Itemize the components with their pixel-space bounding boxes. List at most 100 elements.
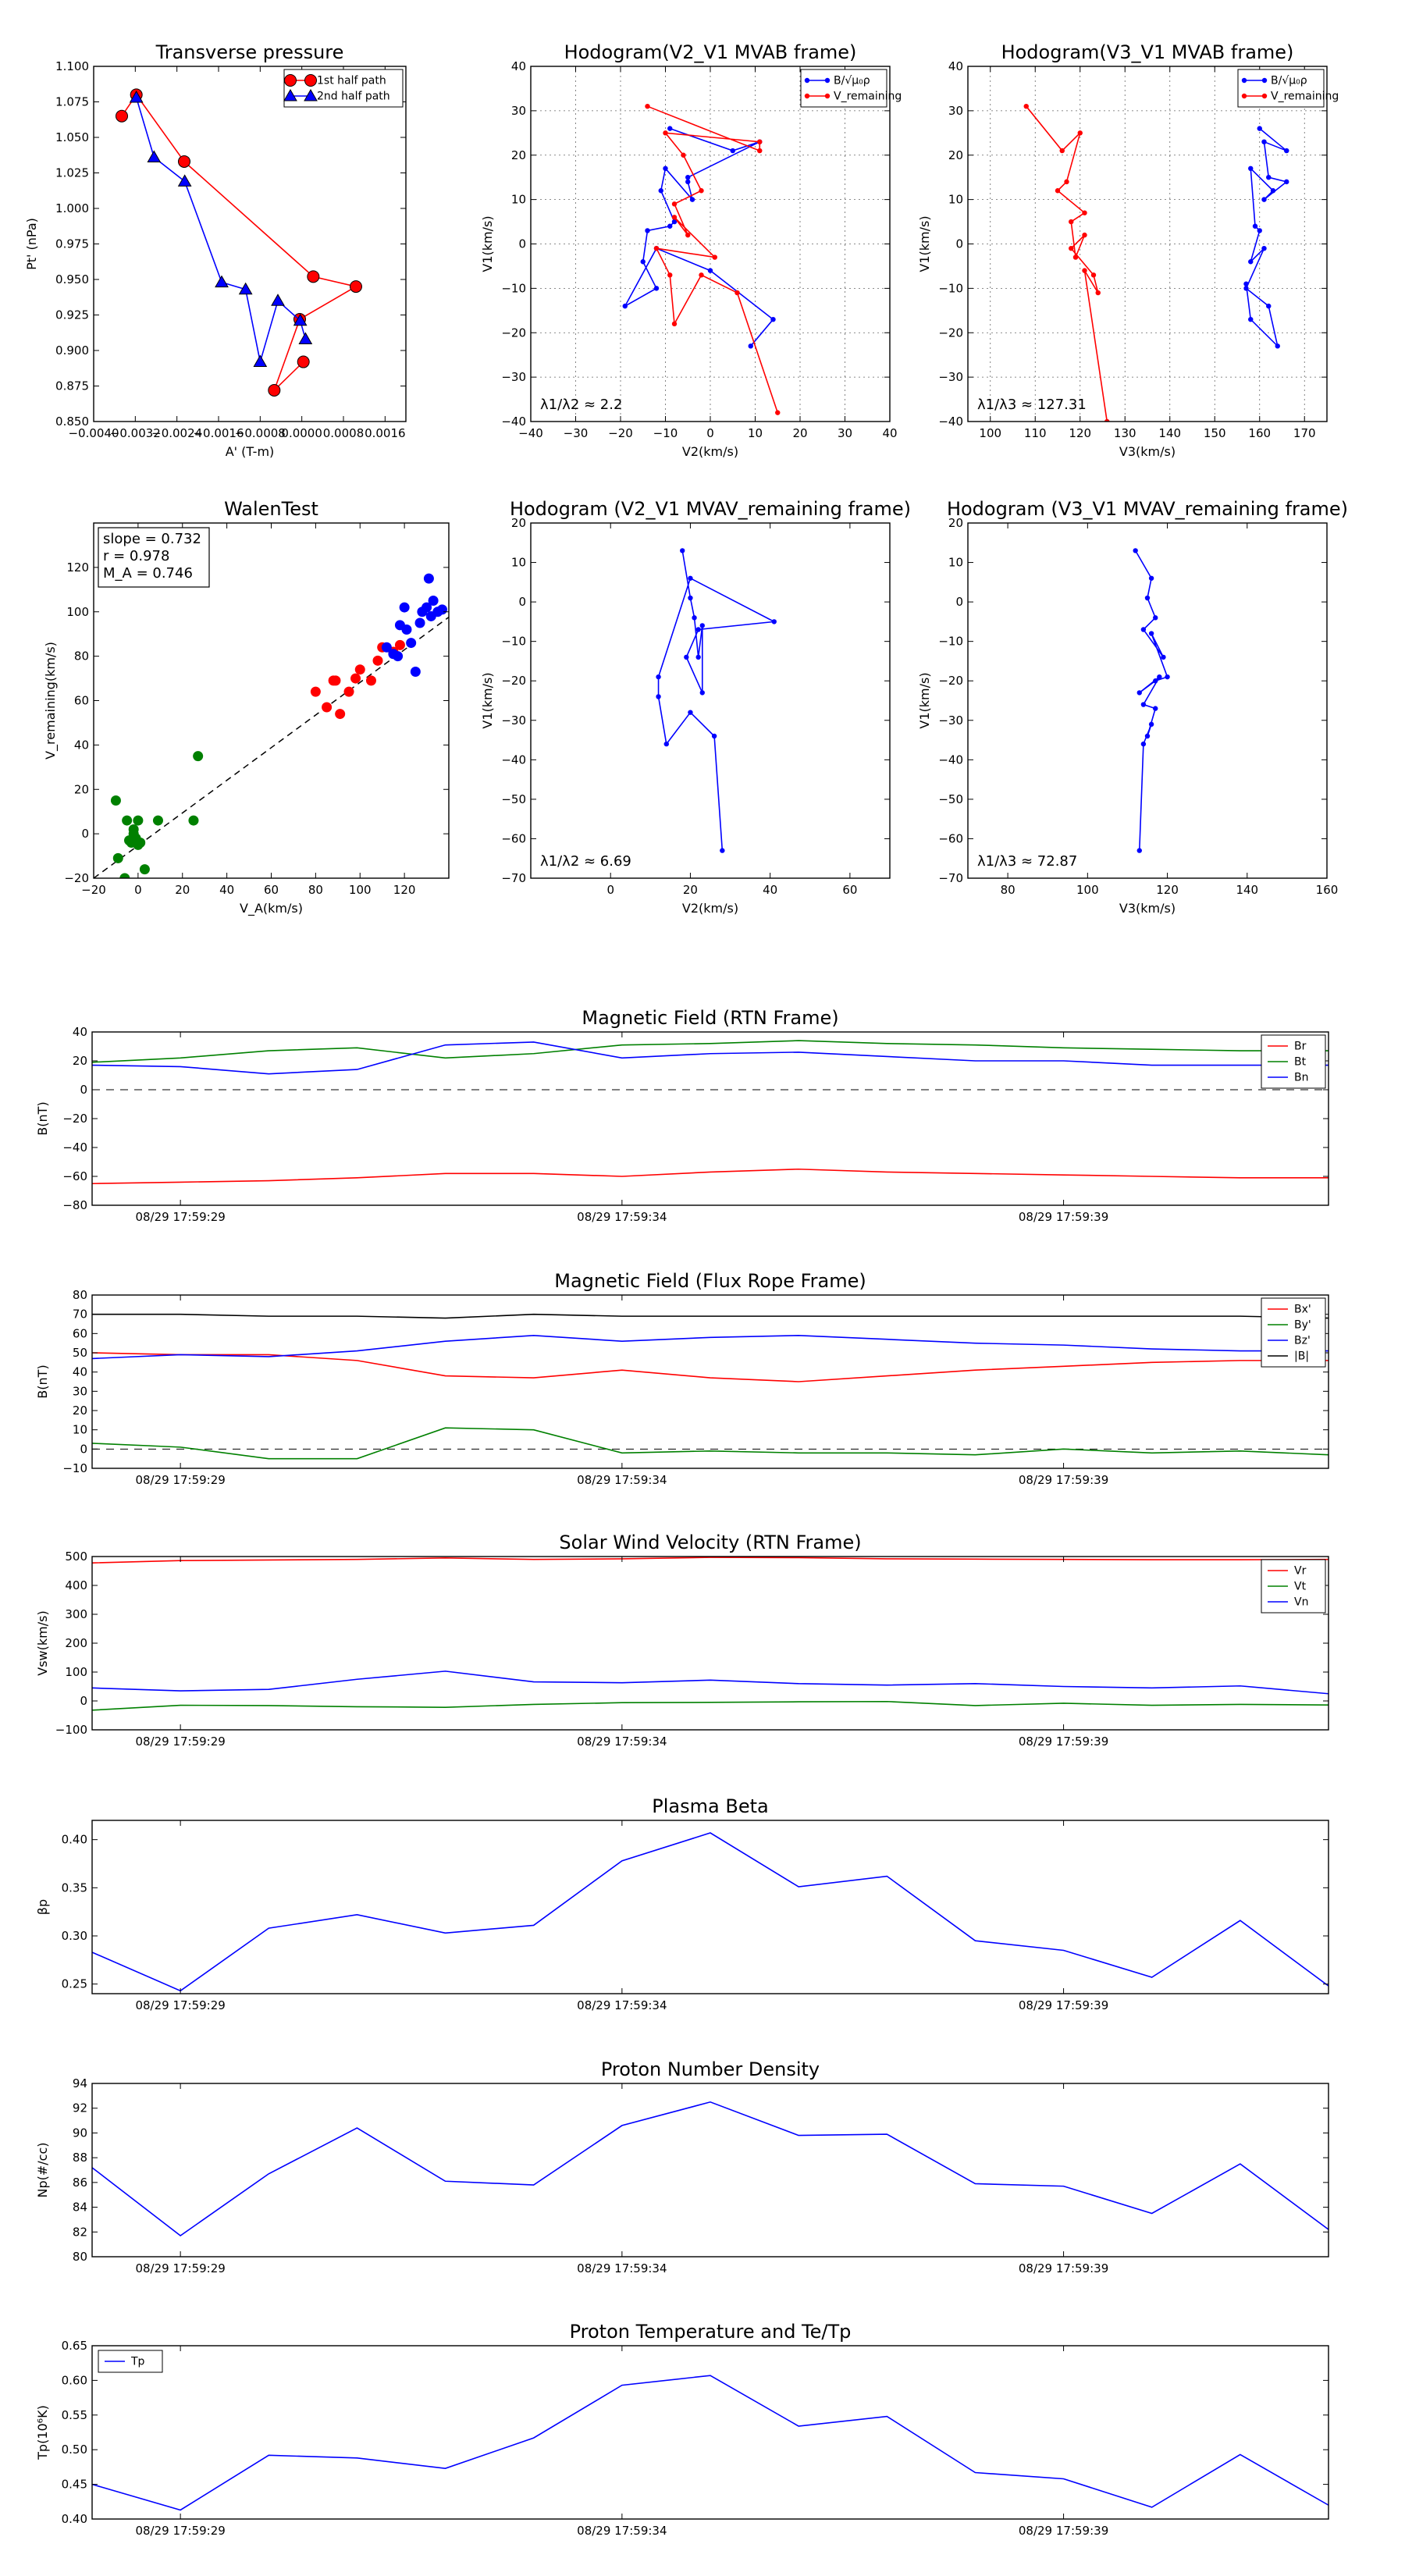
data-point — [1243, 281, 1249, 286]
data-point — [1261, 245, 1267, 251]
data-point — [1243, 286, 1249, 291]
data-point — [1153, 615, 1158, 621]
x-tick-label: 120 — [1069, 426, 1091, 440]
series-line-s1 — [92, 2101, 1329, 2237]
x-tick-label: −0.0024 — [151, 426, 202, 440]
data-point — [1153, 706, 1158, 711]
data-point — [689, 197, 695, 202]
x-tick-label: 170 — [1293, 426, 1316, 440]
y-tick-label: 0.875 — [55, 379, 89, 393]
chart-mag_rtn: Magnetic Field (RTN Frame) −80 −60 −40 −20 0 2… — [35, 1007, 1329, 1224]
legend-marker-2 — [283, 88, 297, 101]
data-layer — [1133, 548, 1170, 853]
data-point — [343, 686, 354, 697]
x-tick-label: 100 — [979, 426, 1001, 440]
y-tick-label: −40 — [938, 753, 963, 767]
data-point — [1266, 174, 1272, 180]
data-point — [695, 654, 701, 660]
chart-tp_temp: Proton Temperature and Te/Tp 0.40 0.45 0.50… — [35, 2321, 1329, 2538]
data-point — [139, 864, 150, 875]
y-axis-label: V1(km/s) — [917, 672, 932, 728]
x-tick-label: 120 — [1156, 883, 1179, 897]
data-point — [1069, 245, 1074, 251]
chart-title: Proton Temperature and Te/Tp — [570, 2321, 852, 2343]
chart-title: Solar Wind Velocity (RTN Frame) — [559, 1532, 861, 1553]
x-tick-label: 0.0000 — [281, 426, 322, 440]
data-point — [671, 219, 678, 225]
y-tick-label: 500 — [65, 1550, 87, 1564]
legend-label-1: Br — [1294, 1041, 1307, 1053]
legend-box — [1261, 1297, 1326, 1368]
y-tick-label: −30 — [938, 370, 963, 384]
x-tick-label: 08/29 17:59:34 — [577, 1473, 667, 1487]
y-tick-label: −40 — [501, 753, 526, 767]
legend-marker-2b — [304, 88, 318, 101]
legend: Tp — [98, 2350, 163, 2373]
y-tick-label: −20 — [501, 326, 526, 340]
data-point — [671, 201, 678, 207]
series-line-tp — [92, 2375, 1329, 2511]
chart-title: Transverse pressure — [155, 41, 344, 63]
x-tick-label: 10 — [748, 426, 763, 440]
y-tick-label: 20 — [74, 782, 89, 796]
data-point — [1284, 148, 1289, 154]
y-axis-label: Tp(10⁶K) — [35, 2405, 50, 2460]
series-line-vn — [92, 1670, 1329, 1695]
data-point — [410, 667, 421, 678]
data-point — [663, 741, 669, 747]
x-tick-label: −0.0016 — [193, 426, 244, 440]
data-layer — [92, 1313, 1329, 1460]
y-tick-label: 10 — [948, 193, 963, 207]
data-point — [685, 179, 691, 185]
series-line-1sthalfpath — [121, 94, 358, 391]
y-tick-label: 10 — [511, 556, 526, 570]
data-point — [653, 286, 660, 291]
y-tick-label: 1.075 — [55, 95, 89, 109]
x-axis-label: V_A(km/s) — [240, 901, 303, 916]
data-point — [129, 91, 144, 103]
x-tick-label: 08/29 17:59:34 — [577, 2261, 667, 2275]
legend-marker-1 — [284, 74, 297, 87]
data-point — [680, 548, 685, 553]
data-point — [1270, 188, 1276, 194]
x-tick-label: −20 — [608, 426, 633, 440]
data-point — [1261, 139, 1267, 144]
data-point — [681, 152, 686, 158]
data-point — [1144, 595, 1151, 601]
x-axis-label: A' (T-m) — [226, 444, 275, 459]
data-point — [122, 815, 133, 826]
data-point — [1136, 848, 1142, 853]
data-point — [1257, 126, 1262, 131]
data-point — [147, 150, 162, 162]
legend-marker-1b — [304, 74, 317, 87]
data-point — [667, 272, 673, 278]
y-tick-label: −60 — [501, 831, 526, 845]
legend-box — [1237, 69, 1325, 108]
y-tick-label: 60 — [74, 694, 89, 708]
y-tick-label: −100 — [55, 1723, 87, 1737]
y-tick-label: 0.900 — [55, 343, 89, 358]
legend-label-3: Bz' — [1294, 1335, 1311, 1347]
data-layer — [116, 88, 362, 397]
chart-vsw: Solar Wind Velocity (RTN Frame) −100 0 100 2… — [35, 1532, 1329, 1749]
x-axis-label: V3(km/s) — [1119, 901, 1176, 916]
y-tick-label: −30 — [501, 713, 526, 728]
x-tick-label: 08/29 17:59:29 — [135, 1998, 225, 2012]
data-point — [350, 673, 361, 684]
x-tick-label: 110 — [1024, 426, 1047, 440]
x-tick-label: 08/29 17:59:39 — [1019, 1998, 1108, 2012]
legend-label-1: Vr — [1294, 1565, 1307, 1578]
data-point — [656, 674, 661, 680]
data-point — [1140, 741, 1147, 747]
data-point — [757, 148, 763, 154]
legend-label-2: V_remaining — [1271, 91, 1339, 103]
y-axis-label: V1(km/s) — [480, 672, 495, 728]
data-layer — [622, 103, 781, 415]
y-tick-label: 10 — [511, 193, 526, 207]
y-tick-label: −30 — [938, 713, 963, 728]
chart-h21r: Hodogram (V2_V1 MVAV_remaining frame) −70… — [480, 498, 911, 916]
y-tick-label: −30 — [501, 370, 526, 384]
data-point — [1161, 654, 1166, 660]
x-tick-label: 08/29 17:59:29 — [135, 2524, 225, 2538]
